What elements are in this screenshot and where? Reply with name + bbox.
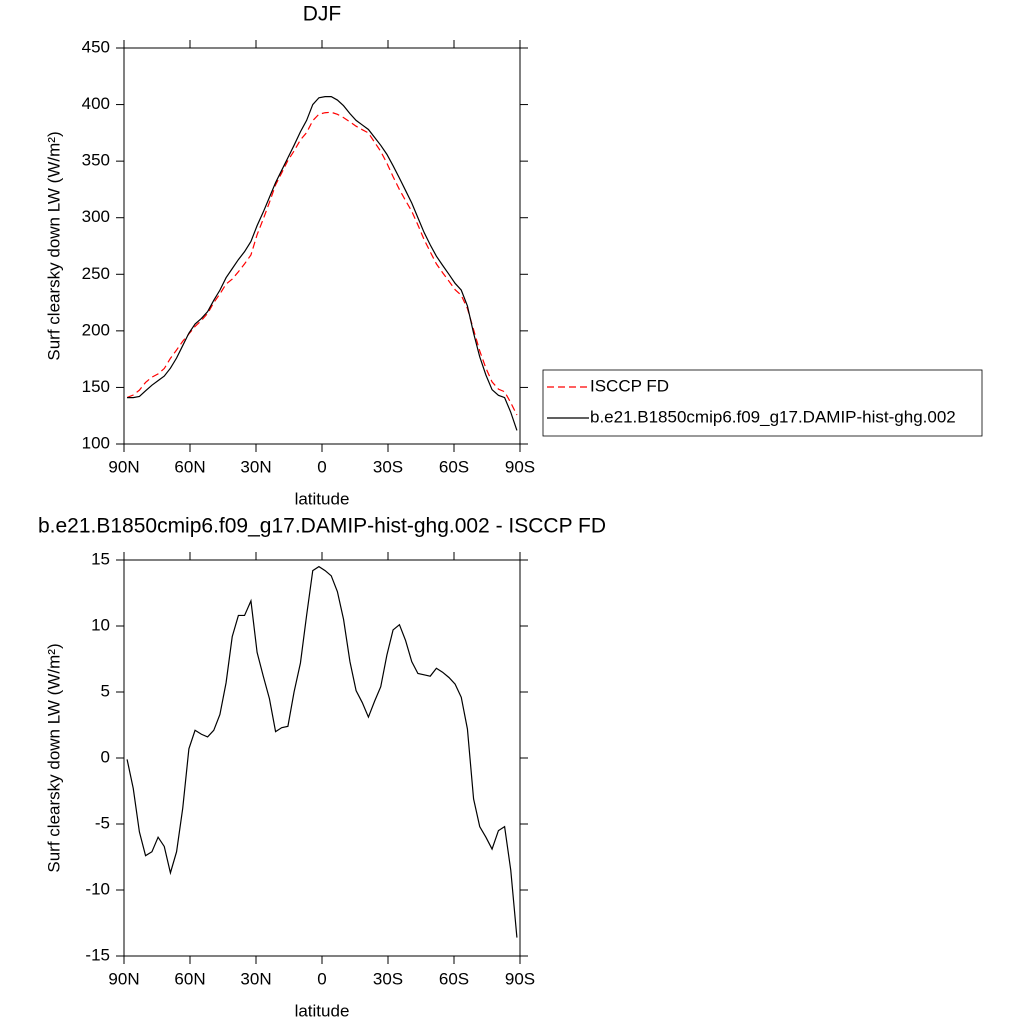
y-tick-label: 100 xyxy=(82,433,110,452)
x-tick-label: 90S xyxy=(505,457,535,476)
y-tick-label: 0 xyxy=(101,747,110,766)
x-tick-label: 60N xyxy=(174,969,205,988)
y-tick-label: 150 xyxy=(82,377,110,396)
legend-box xyxy=(542,369,983,437)
chart-title: b.e21.B1850cmip6.f09_g17.DAMIP-hist-ghg.… xyxy=(38,515,606,538)
y-tick-label: 5 xyxy=(101,681,110,700)
x-tick-label: 60S xyxy=(439,969,469,988)
y-tick-label: 300 xyxy=(82,207,110,226)
x-tick-label: 90N xyxy=(108,457,139,476)
y-tick-label: 200 xyxy=(82,320,110,339)
chart-title: DJF xyxy=(303,3,342,26)
x-tick-label: 60N xyxy=(174,457,205,476)
y-axis-label: Surf clearsky down LW (W/m²) xyxy=(44,131,63,360)
x-tick-label: 30S xyxy=(373,969,403,988)
x-tick-label: 30N xyxy=(240,457,271,476)
data-line xyxy=(126,565,518,938)
legend-label: b.e21.B1850cmip6.f09_g17.DAMIP-hist-ghg.… xyxy=(590,407,956,426)
y-tick-label: 400 xyxy=(82,94,110,113)
data-line xyxy=(126,111,518,416)
y-tick-label: 450 xyxy=(82,37,110,56)
x-axis-label: latitude xyxy=(295,1001,350,1020)
legend-label: ISCCP FD xyxy=(590,376,669,395)
x-tick-label: 60S xyxy=(439,457,469,476)
plot-frame xyxy=(123,559,521,957)
x-tick-label: 30N xyxy=(240,969,271,988)
y-tick-label: 10 xyxy=(91,615,110,634)
x-tick-label: 0 xyxy=(317,457,326,476)
x-axis-label: latitude xyxy=(295,489,350,508)
plot-frame xyxy=(123,47,521,445)
y-tick-label: -15 xyxy=(85,945,110,964)
x-tick-label: 90S xyxy=(505,969,535,988)
data-line xyxy=(127,96,518,431)
x-tick-label: 30S xyxy=(373,457,403,476)
y-axis-label: Surf clearsky down LW (W/m²) xyxy=(44,643,63,872)
y-tick-label: 15 xyxy=(91,549,110,568)
y-tick-label: 250 xyxy=(82,264,110,283)
x-tick-label: 90N xyxy=(108,969,139,988)
y-tick-label: -10 xyxy=(85,879,110,898)
y-tick-label: 350 xyxy=(82,151,110,170)
y-tick-label: -5 xyxy=(95,813,110,832)
x-tick-label: 0 xyxy=(317,969,326,988)
